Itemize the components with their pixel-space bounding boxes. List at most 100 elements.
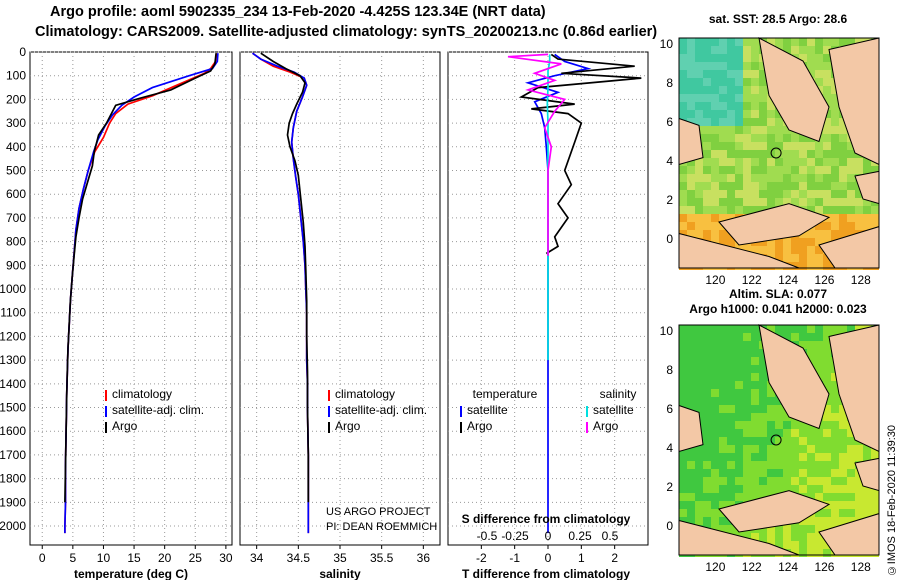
map-cell	[839, 461, 847, 469]
map-cell	[807, 461, 815, 469]
land-mass	[758, 37, 830, 143]
map-cell	[743, 325, 751, 333]
map-cell	[807, 493, 815, 501]
map-cell	[695, 182, 703, 190]
map-cell	[687, 397, 695, 405]
map-cell	[831, 381, 839, 389]
x-axis-label-difference: T difference from climatology	[462, 567, 630, 580]
map-cell	[855, 222, 863, 230]
map-cell	[783, 461, 791, 469]
map-cell	[807, 485, 815, 493]
map-cell	[695, 405, 703, 413]
map-cell	[799, 198, 807, 206]
map-cell	[759, 238, 767, 246]
map-cell	[807, 262, 815, 270]
map-cell	[823, 365, 831, 373]
map-cell	[703, 126, 711, 134]
map-cell	[783, 158, 791, 166]
map-cell	[767, 118, 775, 126]
map-cell	[743, 110, 751, 118]
map-cell	[815, 182, 823, 190]
map-cell	[695, 94, 703, 102]
map-cell	[695, 86, 703, 94]
map-cell	[719, 134, 727, 142]
y-tick-label: 1200	[0, 329, 26, 343]
map-x-tick-label: 122	[742, 273, 762, 287]
sst-map	[678, 37, 880, 270]
map-cell	[799, 174, 807, 182]
map-cell	[735, 166, 743, 174]
map-cell	[751, 118, 759, 126]
map-cell	[719, 70, 727, 78]
map-cell	[687, 94, 695, 102]
map-cell	[735, 78, 743, 86]
map-cell	[679, 397, 687, 405]
map-cell	[743, 453, 751, 461]
map-cell	[815, 357, 823, 365]
map-cell	[719, 469, 727, 477]
map-cell	[767, 485, 775, 493]
map-cell	[719, 54, 727, 62]
map-cell	[831, 214, 839, 222]
map-cell	[703, 190, 711, 198]
map-cell	[847, 445, 855, 453]
map-cell	[703, 70, 711, 78]
map-cell	[831, 493, 839, 501]
map-cell	[831, 118, 839, 126]
map-cell	[767, 246, 775, 254]
map-cell	[695, 349, 703, 357]
map-cell	[831, 517, 839, 525]
map-cell	[751, 206, 759, 214]
map-cell	[839, 477, 847, 485]
legend-title-salinity: salinity	[600, 387, 637, 401]
x-tick-label: 35	[333, 551, 347, 565]
map-cell	[871, 206, 879, 214]
map-cell	[719, 485, 727, 493]
map-cell	[775, 254, 783, 262]
map-cell	[791, 485, 799, 493]
map-cell	[743, 397, 751, 405]
map-cell	[695, 174, 703, 182]
map-cell	[751, 174, 759, 182]
land-mass	[718, 490, 831, 533]
map-cell	[735, 477, 743, 485]
map-cell	[703, 389, 711, 397]
map-cell	[839, 126, 847, 134]
map-cell	[847, 38, 855, 46]
map-cell	[719, 62, 727, 70]
map-cell	[735, 365, 743, 373]
map-cell	[799, 485, 807, 493]
map-cell	[807, 541, 815, 549]
map-cell	[711, 166, 719, 174]
map-cell	[807, 62, 815, 70]
map-cell	[815, 238, 823, 246]
map-cell	[743, 198, 751, 206]
map-cell	[823, 190, 831, 198]
map-cell	[823, 70, 831, 78]
map-cell	[727, 198, 735, 206]
map-cell	[743, 94, 751, 102]
map-cell	[679, 501, 687, 509]
map-cell	[719, 493, 727, 501]
map-cell	[871, 222, 879, 230]
sla-map-frame	[678, 324, 880, 556]
map-cell	[799, 517, 807, 525]
map-cell	[783, 166, 791, 174]
map-cell	[775, 246, 783, 254]
map-cell	[775, 533, 783, 541]
map-cell	[791, 541, 799, 549]
map-cell	[679, 381, 687, 389]
map-cell	[775, 38, 783, 46]
map-cell	[711, 150, 719, 158]
map-cell	[767, 421, 775, 429]
map-cell	[751, 381, 759, 389]
map-cell	[735, 86, 743, 94]
map-cell	[847, 142, 855, 150]
map-cell	[759, 485, 767, 493]
map-cell	[727, 70, 735, 78]
map-cell	[823, 485, 831, 493]
map-cell	[687, 485, 695, 493]
map-cell	[767, 469, 775, 477]
map-cell	[815, 469, 823, 477]
map-cell	[815, 46, 823, 54]
